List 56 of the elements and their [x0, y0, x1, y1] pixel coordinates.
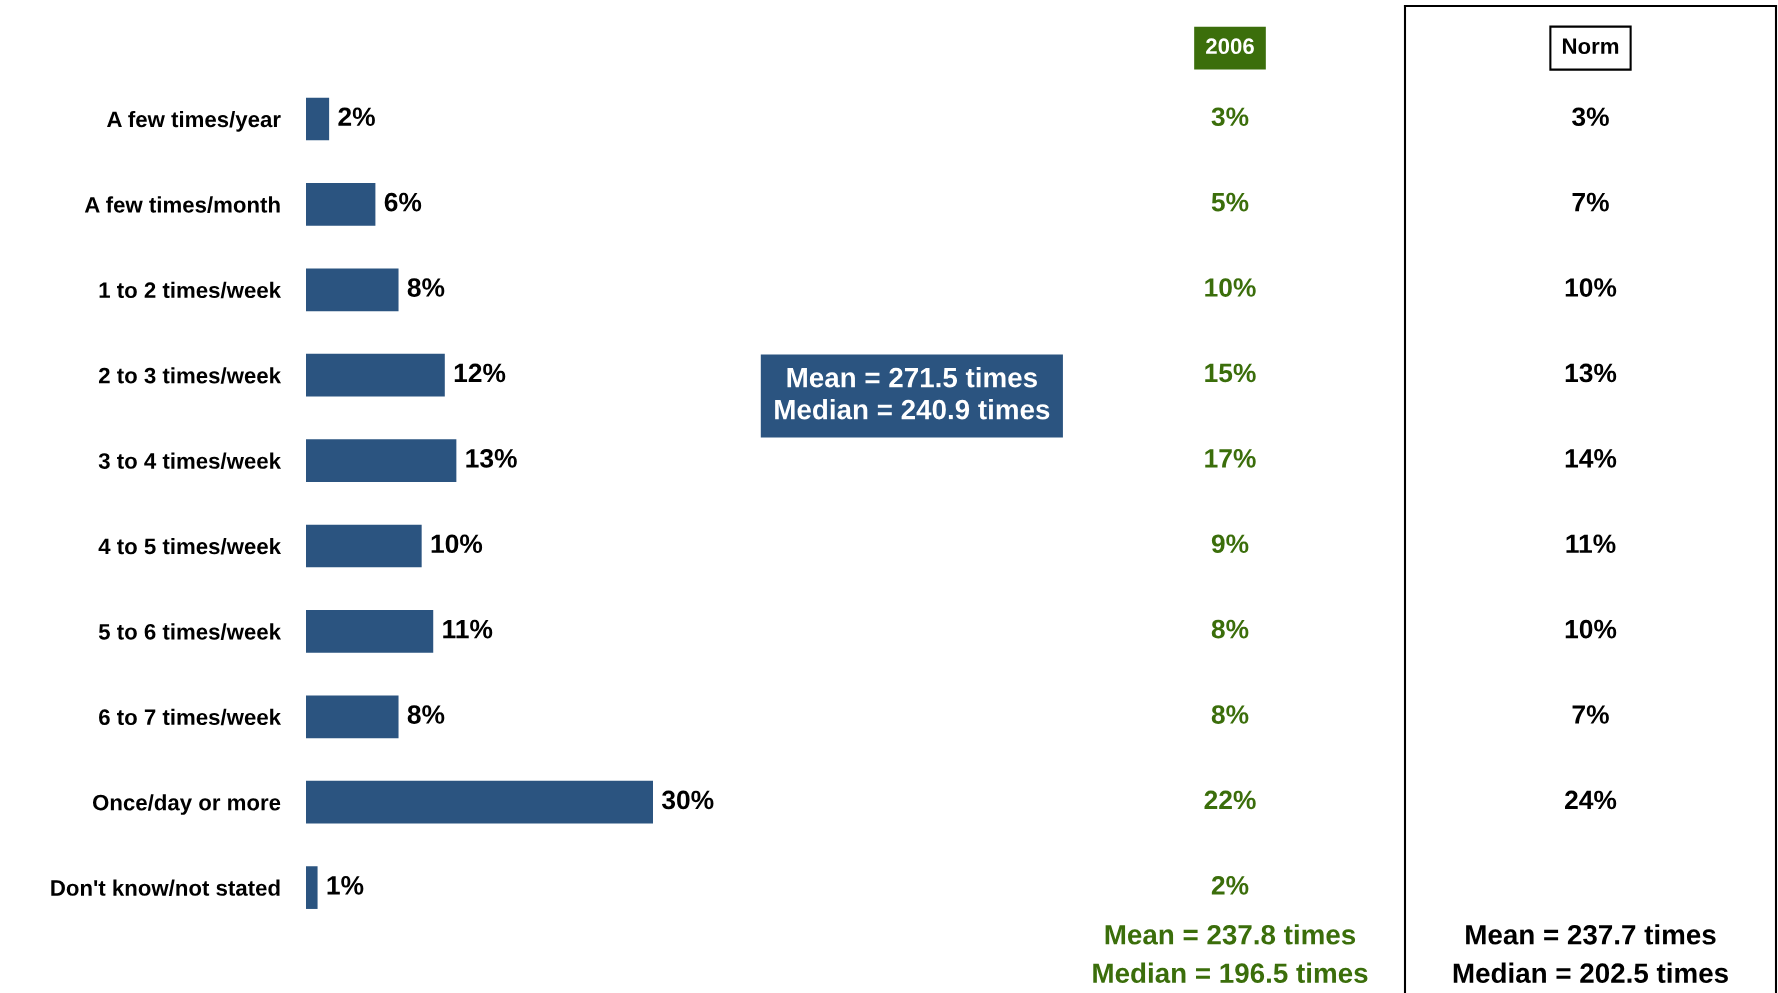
data-label: 8%: [1211, 619, 1249, 639]
y-tick-label: A few times/year: [107, 110, 281, 132]
data-label: 8%: [407, 278, 445, 297]
y-tick-label: 1 to 2 times/week: [99, 281, 282, 299]
data-label: 3%: [1572, 107, 1609, 127]
data-label: 9%: [1211, 534, 1249, 554]
y-tick-label: Once/day or more: [92, 794, 281, 815]
bar: [306, 780, 653, 824]
data-label: 3%: [1211, 107, 1249, 127]
data-label: 24%: [1565, 790, 1617, 810]
text: Mean = 237.8 times: [1105, 924, 1356, 945]
data-label: 2%: [1211, 876, 1249, 895]
data-label: 12%: [454, 363, 506, 383]
data-label: 13%: [466, 449, 517, 468]
data-label: 15%: [1205, 363, 1256, 383]
text: Median = 202.5 times: [1453, 962, 1728, 984]
bar: [306, 97, 330, 141]
text: 2006: [1206, 38, 1254, 55]
bar: [306, 524, 422, 568]
data-label: 22%: [1204, 790, 1256, 810]
data-label: 8%: [407, 705, 445, 724]
y-tick-label: A few times/month: [84, 196, 280, 213]
bar: [306, 183, 376, 226]
y-tick-label: 5 to 6 times/week: [98, 623, 282, 640]
data-label: 11%: [443, 619, 493, 639]
bar: [306, 866, 318, 909]
data-label: 1%: [327, 876, 364, 895]
y-tick-label: 4 to 5 times/week: [98, 537, 282, 555]
data-label: 11%: [1566, 534, 1616, 554]
data-label: 6%: [384, 192, 422, 212]
text: Mean = 237.7 times: [1466, 924, 1716, 945]
data-label: 30%: [661, 790, 714, 810]
data-label: 10%: [431, 534, 483, 554]
text: Norm: [1562, 38, 1619, 55]
data-label: 13%: [1565, 363, 1617, 383]
data-label: 5%: [1211, 192, 1249, 212]
bar: [306, 268, 399, 312]
data-label: 17%: [1205, 449, 1256, 468]
bar: [306, 695, 399, 739]
data-label: 10%: [1205, 278, 1256, 297]
data-label: 10%: [1565, 278, 1617, 297]
y-tick-label: 6 to 7 times/week: [99, 708, 282, 726]
text: Median = 196.5 times: [1093, 962, 1368, 984]
data-label: 2%: [338, 107, 375, 127]
data-label: 10%: [1565, 619, 1617, 639]
data-label: 14%: [1565, 449, 1617, 468]
bar: [306, 610, 434, 653]
y-tick-label: 2 to 3 times/week: [98, 367, 282, 384]
data-label: 7%: [1572, 192, 1609, 212]
bar: [306, 439, 457, 482]
text: Mean = 271.5 times Median = 240.9 times: [775, 367, 1050, 420]
y-tick-label: 3 to 4 times/week: [98, 452, 282, 470]
y-tick-label: Don't know/not stated: [51, 879, 280, 897]
bar: [306, 353, 445, 397]
data-label: 8%: [1211, 705, 1249, 724]
data-label: 7%: [1572, 705, 1609, 724]
